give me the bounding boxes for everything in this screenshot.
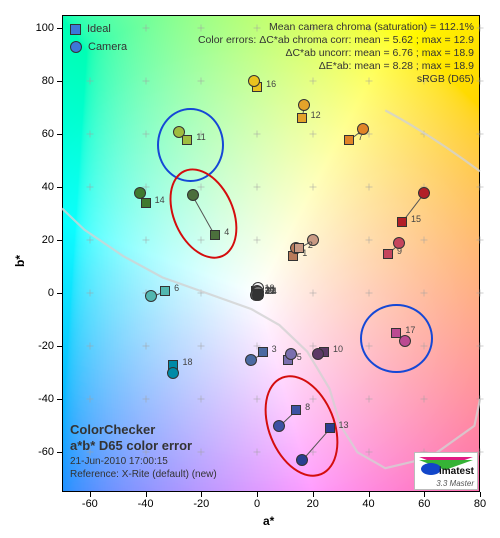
ideal-marker (160, 286, 170, 296)
point-label: 9 (397, 246, 402, 256)
legend-label: Ideal (87, 23, 111, 35)
camera-marker (312, 348, 324, 360)
ideal-marker (397, 217, 407, 227)
point-label: 11 (196, 132, 205, 142)
ideal-marker (344, 135, 354, 145)
point-label: 7 (358, 132, 363, 142)
stats-line: ΔC*ab uncorr: mean = 6.76 ; max = 18.9 (285, 47, 474, 59)
camera-marker (296, 454, 308, 466)
point-label: 8 (305, 402, 310, 412)
ideal-marker (210, 230, 220, 240)
ideal-marker (297, 113, 307, 123)
info-line: Reference: X-Rite (default) (new) (70, 469, 217, 480)
point-label: 18 (182, 357, 192, 367)
point-label: 5 (297, 352, 302, 362)
point-label: 3 (272, 344, 277, 354)
point-label: 4 (224, 227, 229, 237)
point-label: 14 (155, 195, 165, 205)
legend-camera: Camera (70, 41, 127, 53)
ideal-marker (325, 423, 335, 433)
stats-line: Mean camera chroma (saturation) = 112.1% (269, 21, 474, 33)
camera-marker (273, 420, 285, 432)
point-label: 6 (174, 283, 179, 293)
point-label: 13 (339, 420, 349, 430)
camera-marker (245, 354, 257, 366)
camera-marker (145, 290, 157, 302)
camera-marker (285, 348, 297, 360)
camera-marker (134, 187, 146, 199)
legend-label: Camera (88, 41, 127, 53)
camera-marker (298, 99, 310, 111)
point-label: 12 (311, 110, 321, 120)
camera-marker (173, 126, 185, 138)
camera-marker (167, 367, 179, 379)
camera-marker (248, 75, 260, 87)
stats-line: ΔE*ab: mean = 8.28 ; max = 18.9 (319, 60, 474, 72)
camera-marker (252, 289, 264, 301)
ideal-marker (383, 249, 393, 259)
camera-marker (418, 187, 430, 199)
point-label: 17 (405, 325, 415, 335)
point-label: 24 (267, 286, 277, 296)
ideal-marker (294, 243, 304, 253)
ideal-marker (141, 198, 151, 208)
info-line: a*b* D65 color error (70, 438, 192, 453)
point-label: 15 (411, 214, 421, 224)
info-line: 21-Jun-2010 17:00:15 (70, 456, 168, 467)
info-line: ColorChecker (70, 422, 155, 437)
point-label: 10 (333, 344, 343, 354)
point-label: 2 (308, 240, 313, 250)
camera-marker (399, 335, 411, 347)
stats-line: sRGB (D65) (417, 73, 474, 85)
legend-ideal: Ideal (70, 23, 111, 35)
ideal-marker (258, 347, 268, 357)
ideal-marker (182, 135, 192, 145)
ideal-marker (291, 405, 301, 415)
stats-line: Color errors: ΔC*ab chroma corr: mean = … (198, 34, 474, 46)
legend-swatch (70, 24, 81, 35)
imatest-logo: imatest 3.3 Master (414, 452, 478, 490)
highlight-ellipse (360, 304, 432, 373)
camera-marker (187, 189, 199, 201)
legend-swatch (70, 41, 82, 53)
point-label: 16 (266, 79, 276, 89)
